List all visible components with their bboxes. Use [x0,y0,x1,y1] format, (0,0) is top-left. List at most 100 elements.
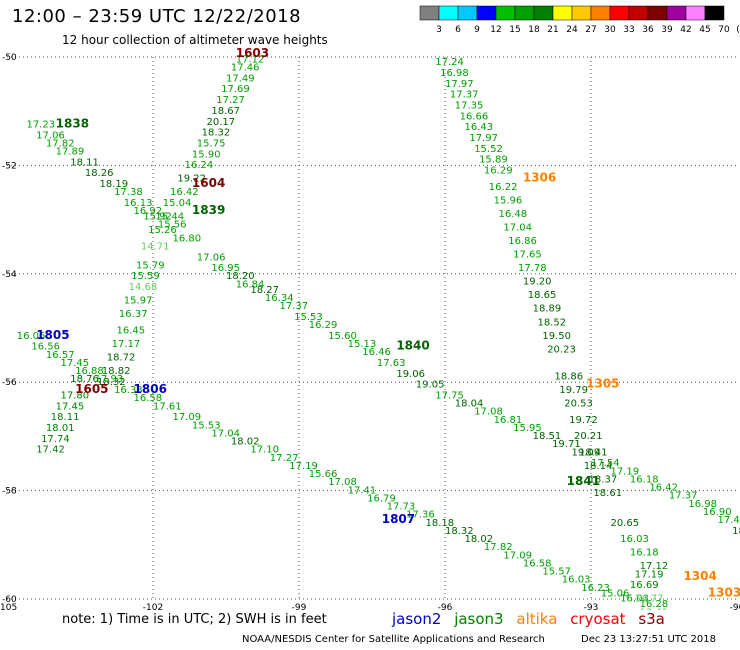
track-id-label: 1838 [56,116,89,130]
wave-height-value: 16.79 [367,493,396,504]
wave-height-value: 16.57 [46,350,75,361]
lat-tick-label: -60 [2,595,17,605]
lat-tick-label: -56 [2,378,17,388]
wave-height-value: 16.29 [309,320,338,331]
wave-height-value: 16.84 [236,279,265,290]
wave-height-value: 15.04 [163,198,192,209]
scale-label: 3 [436,25,442,35]
satellite-pass-label: 1305 [586,377,619,391]
satellite-pass-label: 1303 [708,585,740,599]
wave-height-value: 17.80 [61,390,90,401]
wave-height-value: 16.22 [489,182,518,193]
wave-height-value: 16.18 [630,548,659,559]
scale-label: 18 [528,25,540,35]
wave-height-value: 17.97 [445,79,474,90]
wave-height-value: 18.04 [455,399,484,410]
wave-height-value: 16.42 [170,187,199,198]
wave-height-value: 19.50 [542,331,571,342]
wave-height-value: 15.60 [328,331,357,342]
satellite-pass-label: 1807 [382,512,415,526]
units-note: note: 1) Time is in UTC; 2) SWH is in fe… [62,612,327,627]
wave-height-value: 17.78 [518,263,547,274]
wave-height-value: 16.66 [460,111,489,122]
wave-height-value: 18.51 [533,431,562,442]
wave-height-value: 15.44 [155,212,184,223]
wave-height-value: 20.21 [574,431,603,442]
legend-cryosat: cryosat [570,610,626,628]
wave-height-value: 17.65 [513,250,542,261]
wave-height-value: 18.02 [464,534,493,545]
wave-height-value: 15.90 [192,149,221,160]
wave-height-value: 15.92 [143,212,172,223]
wave-height-value: 16.34 [265,293,294,304]
wave-height-value: 16.48 [499,209,528,220]
wave-height-value: 18.72 [107,353,136,364]
wave-height-value: 18.32 [97,377,126,388]
wave-height-value: 18.89 [533,304,562,315]
wave-height-value: 18.32 [202,128,231,139]
scale-label: 27 [585,25,596,35]
wave-height-value: 15.52 [474,144,503,155]
wave-height-value: 17.24 [435,57,464,68]
wave-height-value: 16.86 [508,236,537,247]
wave-height-value: 17.08 [328,477,357,488]
wave-height-value: 17.45 [61,358,90,369]
wave-height-value: 17.37 [450,90,479,101]
map-title: 12:00 – 23:59 UTC 12/22/2018 [12,6,302,27]
wave-height-value: 17.23 [26,119,55,130]
scale-label: 36 [642,25,654,35]
wave-height-value: 18.11 [51,412,80,423]
track-id-label: 1841 [567,474,600,488]
satellite-pass-label: 1306 [523,171,556,185]
wave-height-value: 15.96 [494,195,523,206]
wave-height-value: 18.82 [102,366,131,377]
wave-height-value: 19.71 [552,439,581,450]
wave-height-value: 16.42 [649,483,678,494]
wave-height-value: 16.58 [134,393,163,404]
wave-height-value: 17.41 [348,485,377,496]
wave-height-value: 15.26 [148,225,177,236]
wave-height-value: 17.12 [236,54,265,65]
wave-height-value: 18.65 [528,290,557,301]
wave-height-value: 18.01 [46,423,75,434]
satellite-pass-label: 1304 [683,569,716,583]
wave-height-value: 16.06 [17,331,46,342]
wave-height-value: 17.17 [112,339,141,350]
wave-height-value: 18.76 [70,374,99,385]
satellite-pass-label: 1603 [236,46,269,60]
wave-height-value: 17.37 [669,491,698,502]
lon-tick-label: -90 [730,603,740,610]
wave-height-value: 17.82 [46,138,75,149]
wave-height-value: 15.06 [601,588,630,599]
wave-height-value: 18.26 [85,168,114,179]
wave-height-value: 17.35 [455,100,484,111]
wave-height-value: 16.03 [562,575,591,586]
scale-label: 15 [509,25,520,35]
wave-height-value: 15.56 [158,220,187,231]
wave-height-value: 16.98 [688,499,717,510]
satellite-legend: jason2 jason3 altika cryosat s3a [392,610,673,628]
scale-label: 21 [547,25,558,35]
wave-height-value: 16.18 [630,474,659,485]
wave-height-value: 16.33 [114,385,143,396]
scale-label: 6 [455,25,461,35]
wave-height-value: 17.82 [484,542,513,553]
wave-height-value: 14.68 [129,282,158,293]
wave-height-value: 18.02 [231,437,260,448]
scale-swatch [704,5,725,21]
scale-label: 24 [566,25,578,35]
lon-tick-label: -93 [584,603,599,610]
wave-height-value: 15.95 [513,423,542,434]
wave-height-value: 16.95 [211,263,240,274]
wave-height-value: 17.97 [469,133,498,144]
wave-height-value: 17.74 [41,434,70,445]
wave-height-value: 18.52 [537,317,566,328]
wave-height-value: 17.19 [289,461,318,472]
wave-height-map: -105 -102 -99 -96 -93 -90 -50 -52 -54 -56 -58 -60 17… [0,46,740,610]
legend-jason2: jason2 [392,610,442,628]
wave-height-value: 17.73 [387,502,416,513]
wave-height-value: 16.29 [484,166,513,177]
wave-height-value: 17.37 [280,301,309,312]
wave-height-value: 18.37 [589,474,618,485]
